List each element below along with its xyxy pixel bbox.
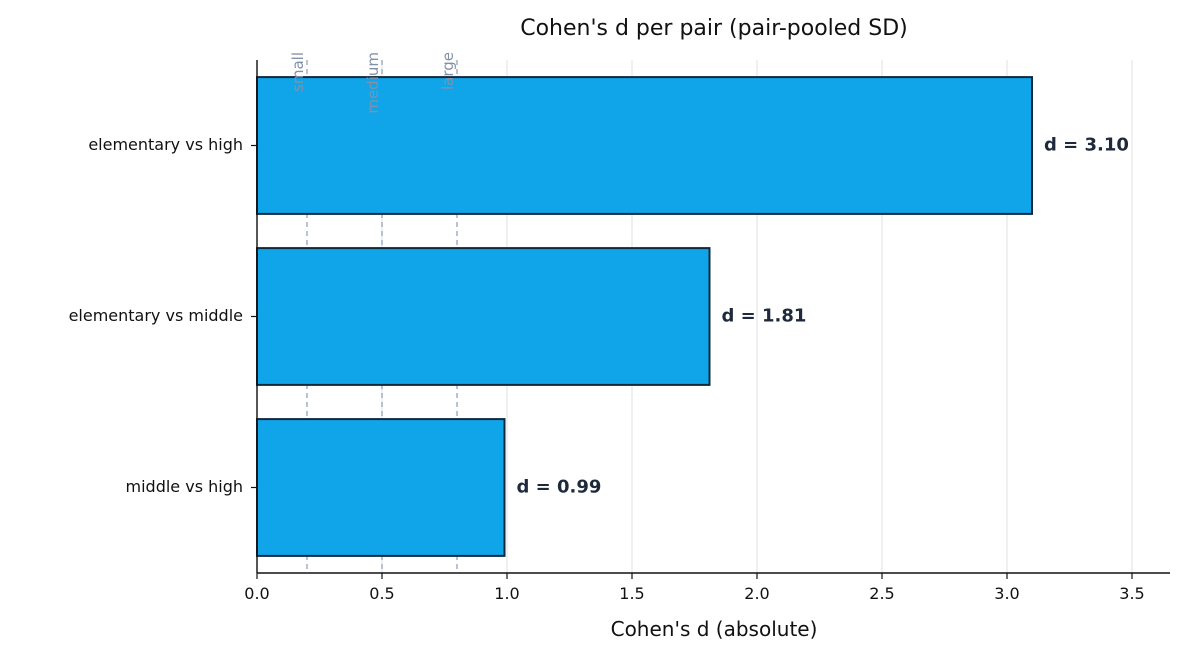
x-axis-label: Cohen's d (absolute) xyxy=(611,617,818,641)
x-tick-label-6: 3.0 xyxy=(994,584,1019,603)
x-tick-label-5: 2.5 xyxy=(869,584,894,603)
data-label-1: d = 1.81 xyxy=(722,306,807,327)
category-label-0: elementary vs high xyxy=(88,135,243,154)
bar-0 xyxy=(256,76,1033,215)
labels: d = 3.10 elementary vs high d = 1.81 elemen… xyxy=(69,52,1145,603)
reference-label-large: large xyxy=(439,52,457,90)
x-tick-label-2: 1.0 xyxy=(494,584,519,603)
bar-2 xyxy=(256,418,506,557)
reference-label-medium: medium xyxy=(364,52,382,114)
data-label-2: d = 0.99 xyxy=(517,477,602,498)
category-label-1: elementary vs middle xyxy=(69,306,243,325)
axes xyxy=(251,60,1170,579)
x-tick-label-1: 0.5 xyxy=(369,584,394,603)
category-label-2: middle vs high xyxy=(126,477,244,496)
x-tick-label-0: 0.0 xyxy=(244,584,269,603)
bars xyxy=(256,76,1033,557)
x-tick-label-4: 2.0 xyxy=(744,584,769,603)
x-tick-label-3: 1.5 xyxy=(619,584,644,603)
data-label-0: d = 3.10 xyxy=(1044,135,1129,156)
chart-title: Cohen's d per pair (pair-pooled SD) xyxy=(520,16,908,41)
bar-1 xyxy=(256,247,711,386)
x-tick-label-7: 3.5 xyxy=(1119,584,1144,603)
reference-label-small: small xyxy=(289,52,307,92)
